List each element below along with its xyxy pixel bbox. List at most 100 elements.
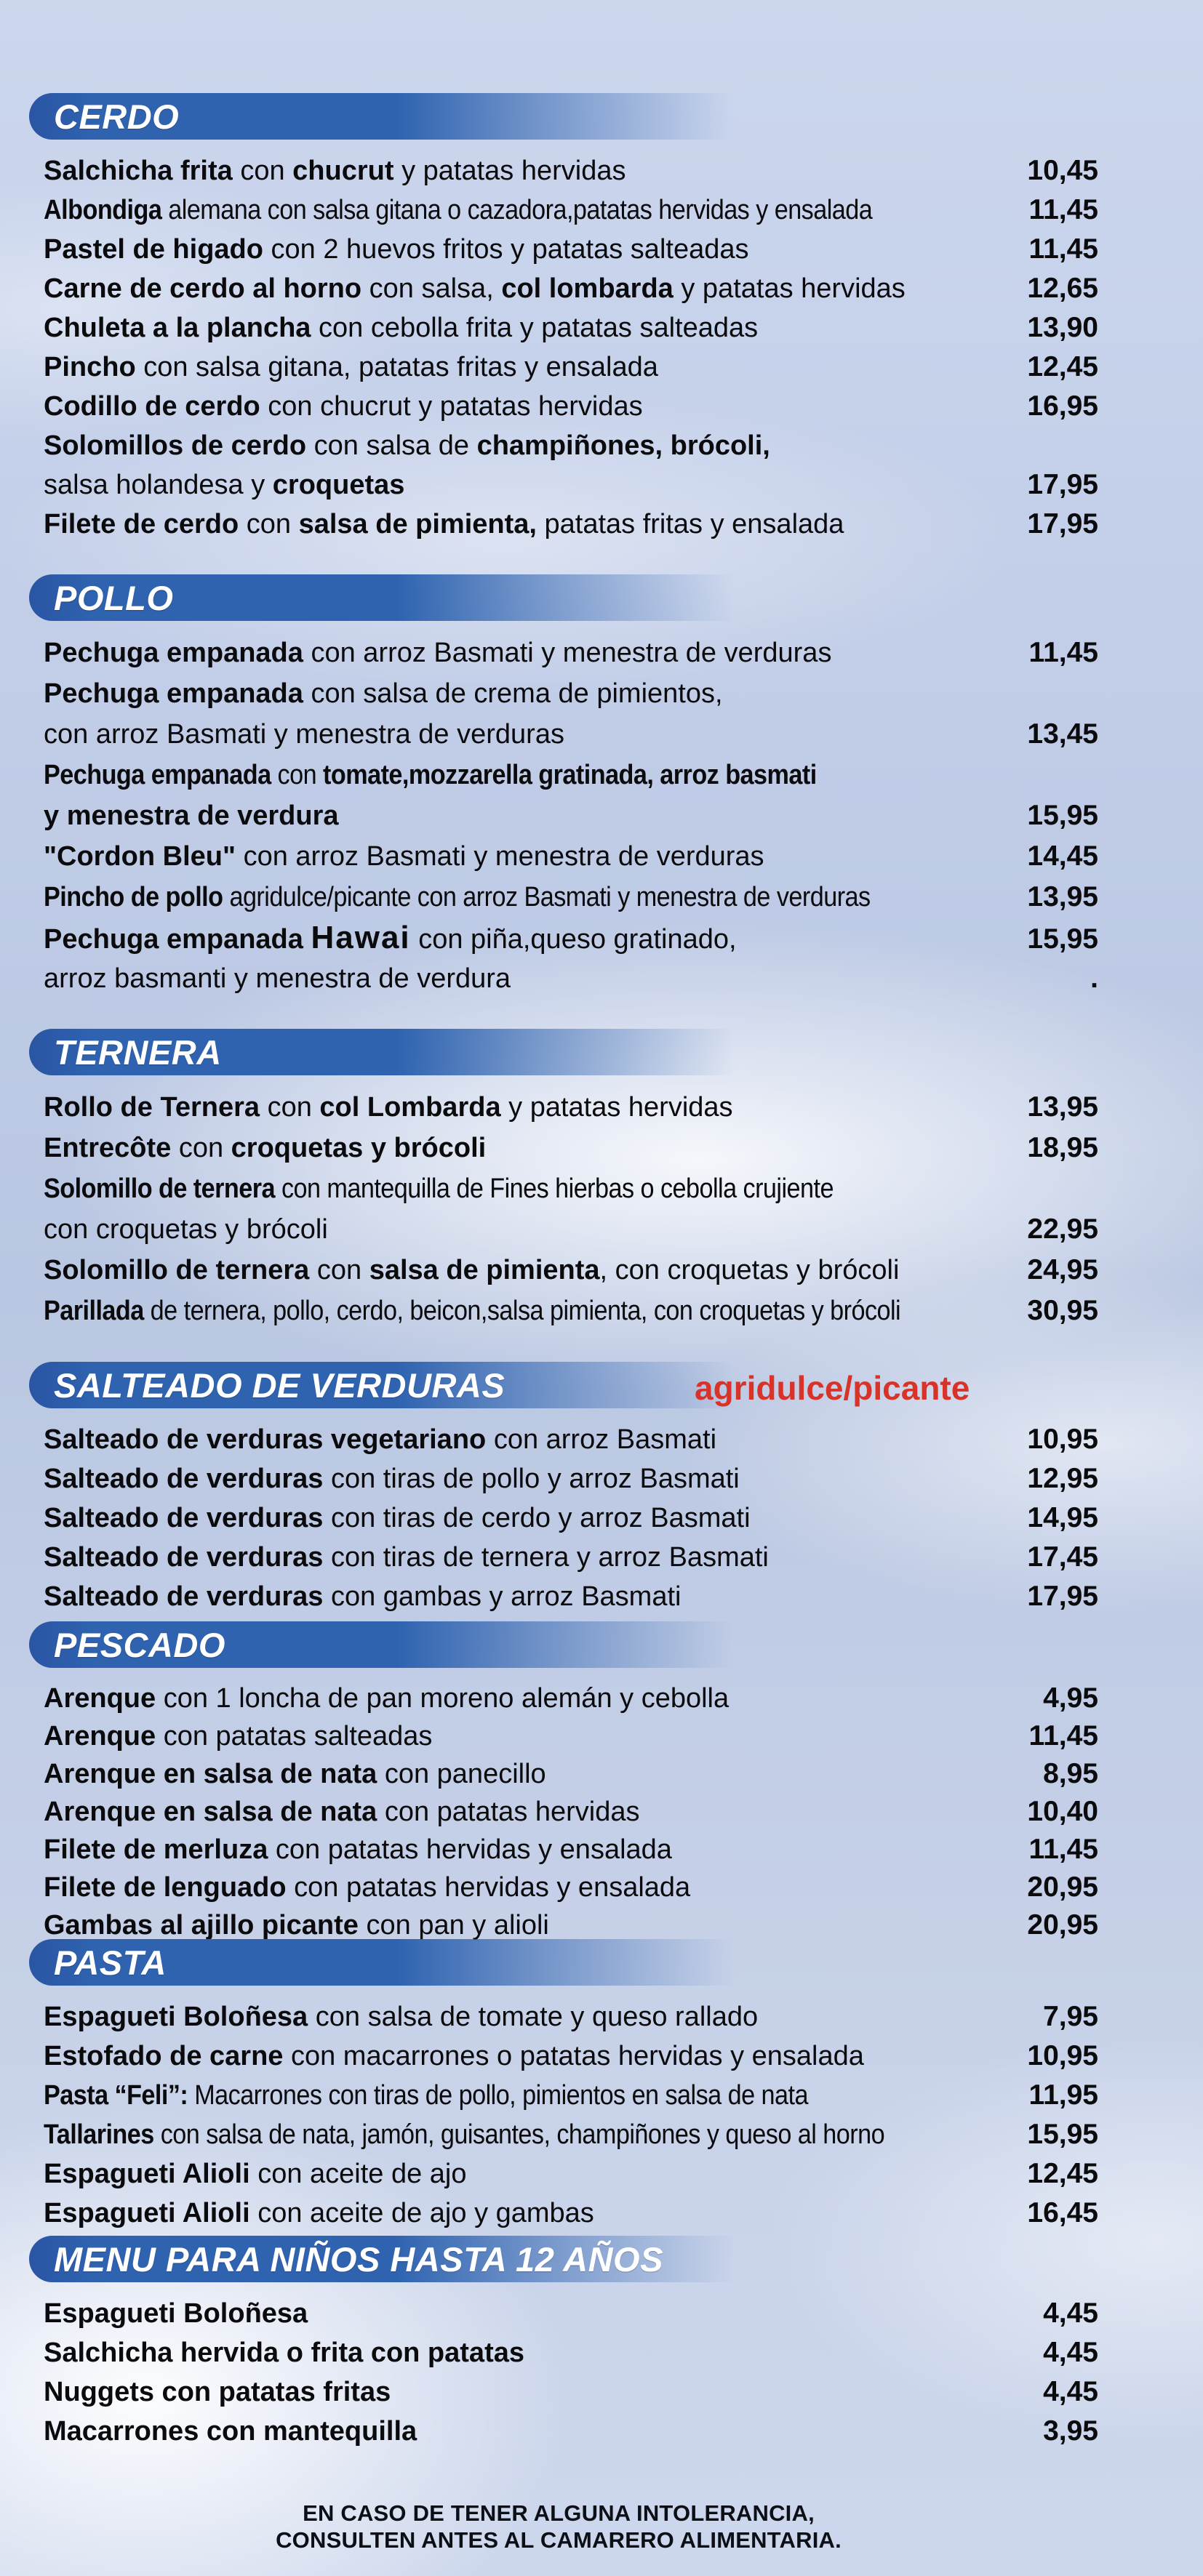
price: 17,95 xyxy=(1027,508,1098,539)
menu-line: Pasta “Feli”: Macarrones con tiras de po… xyxy=(0,2076,1203,2115)
text-segment: con salsa de tomate y queso rallado xyxy=(315,2002,759,2032)
menu-line: Tallarines con salsa de nata, jamón, gui… xyxy=(0,2115,1203,2154)
text-segment: y patatas hervidas xyxy=(401,156,626,186)
dish-text: Pincho con salsa gitana, patatas fritas … xyxy=(44,348,658,387)
price: 7,95 xyxy=(1043,2001,1098,2032)
dish-text: Solomillo de ternera con mantequilla de … xyxy=(44,1168,834,1209)
dish-text: Carne de cerdo al horno con salsa, col l… xyxy=(44,269,906,308)
text-segment: Arenque en salsa de nata xyxy=(44,1797,385,1827)
dish-text: Salteado de verduras vegetariano con arr… xyxy=(44,1420,716,1459)
text-segment: con xyxy=(178,1133,231,1163)
text-segment: Pasta “Feli”: xyxy=(44,2080,195,2111)
text-segment: con mantequilla de Fines hierbas o cebol… xyxy=(281,1173,834,1204)
section-header-salteado: SALTEADO DE VERDURAS agridulce/picante xyxy=(29,1362,970,1408)
text-segment: croquetas xyxy=(272,470,405,500)
price: 12,45 xyxy=(1027,2158,1098,2189)
menu-line: Salteado de verduras con tiras de cerdo … xyxy=(0,1498,1203,1538)
dish-text: Filete de lenguado con patatas hervidas … xyxy=(44,1869,690,1906)
menu-line: Salteado de verduras con tiras de terner… xyxy=(0,1538,1203,1577)
text-segment: Arenque en salsa de nata xyxy=(44,1759,385,1789)
text-segment: "Cordon Bleu" xyxy=(44,841,244,872)
price: 30,95 xyxy=(1027,1295,1098,1326)
section-ternera: TERNERA Rollo de Ternera con col Lombarda… xyxy=(0,1029,1203,1331)
dish-text: Pasta “Feli”: Macarrones con tiras de po… xyxy=(44,2076,808,2115)
text-segment: Macarrones con mantequilla xyxy=(44,2416,417,2447)
price: 16,95 xyxy=(1027,390,1098,422)
dish-text: Pechuga empanada con salsa de crema de p… xyxy=(44,673,723,714)
text-segment: Espagueti Alioli xyxy=(44,2159,258,2189)
price: 13,90 xyxy=(1027,312,1098,343)
dish-text: Pincho de pollo agridulce/picante con ar… xyxy=(44,877,871,918)
menu-line: Pincho de pollo agridulce/picante con ar… xyxy=(0,877,1203,918)
menu-line: Rollo de Ternera con col Lombarda y pata… xyxy=(0,1087,1203,1128)
text-segment: salsa de pimienta, xyxy=(298,509,545,539)
text-segment: con patatas hervidas xyxy=(384,1797,640,1827)
price: 20,95 xyxy=(1027,1871,1098,1903)
text-segment: con arroz Basmati xyxy=(493,1424,717,1455)
dish-text: Nuggets con patatas fritas xyxy=(44,2372,391,2412)
text-segment: y patatas hervidas xyxy=(681,273,906,304)
menu-line: Pechuga empanada con arroz Basmati y men… xyxy=(0,633,1203,673)
price: 14,45 xyxy=(1027,840,1098,872)
text-segment: Tallarines xyxy=(44,2119,161,2150)
price: 8,95 xyxy=(1043,1758,1098,1789)
text-segment: con arroz Basmati y menestra de verduras xyxy=(311,638,832,668)
section-ninos: MENU PARA NIÑOS HASTA 12 AÑOS Espagueti B… xyxy=(0,2236,1203,2451)
text-segment: Estofado de carne xyxy=(44,2041,291,2071)
text-segment: con xyxy=(246,509,299,539)
price: 13,45 xyxy=(1027,718,1098,750)
price: 14,95 xyxy=(1027,1502,1098,1533)
allergy-note-line2: CONSULTEN ANTES AL CAMARERO ALIMENTARIA. xyxy=(276,2527,842,2553)
menu-line: Salteado de verduras con tiras de pollo … xyxy=(0,1459,1203,1498)
text-segment: Filete de lenguado xyxy=(44,1872,295,1903)
price: 10,40 xyxy=(1027,1796,1098,1827)
text-segment: con croquetas y brócoli xyxy=(44,1214,328,1245)
text-segment: Pincho de pollo xyxy=(44,882,230,912)
menu-line: Pechuga empanada con tomate,mozzarella g… xyxy=(0,755,1203,795)
text-segment: con salsa gitana, patatas fritas y ensal… xyxy=(143,352,658,382)
text-segment: Salchicha hervida o frita con patatas xyxy=(44,2338,524,2368)
price: 16,45 xyxy=(1027,2197,1098,2228)
text-segment: , con croquetas y brócoli xyxy=(599,1255,900,1285)
section-title-salteado: SALTEADO DE VERDURAS xyxy=(54,1365,505,1405)
menu-line: Salteado de verduras con gambas y arroz … xyxy=(0,1577,1203,1616)
text-segment: de ternera, pollo, cerdo, beicon,salsa p… xyxy=(150,1296,901,1326)
price: 15,95 xyxy=(1027,2119,1098,2150)
text-segment: con salsa de nata, jamón, guisantes, cha… xyxy=(160,2119,885,2150)
text-segment: con chucrut y patatas hervidas xyxy=(268,391,643,422)
menu-line: y menestra de verdura 15,95 xyxy=(0,795,1203,836)
dish-text: arroz basmanti y menestra de verdura xyxy=(44,958,511,999)
text-segment: Rollo de Ternera xyxy=(44,1092,268,1123)
dish-text: Filete de merluza con patatas hervidas y… xyxy=(44,1831,672,1869)
menu-line: Gambas al ajillo picante con pan y aliol… xyxy=(0,1906,1203,1944)
text-segment: Codillo de cerdo xyxy=(44,391,268,422)
price: 15,95 xyxy=(1027,923,1098,955)
text-segment: salsa de pimienta xyxy=(369,1255,600,1285)
price: 13,95 xyxy=(1027,1091,1098,1123)
text-segment: Pechuga empanada xyxy=(44,678,311,709)
menu-line: Arenque con patatas salteadas 11,45 xyxy=(0,1717,1203,1755)
text-segment: croquetas y brócoli xyxy=(231,1133,487,1163)
text-segment: y menestra de verdura xyxy=(44,801,339,831)
text-segment: Pechuga empanada xyxy=(44,760,278,790)
text-segment: con tiras de pollo y arroz Basmati xyxy=(330,1464,740,1494)
menu-line: Arenque en salsa de nata con panecillo 8,… xyxy=(0,1755,1203,1793)
text-segment: con 2 huevos fritos y patatas salteadas xyxy=(271,234,749,265)
price: 10,45 xyxy=(1027,155,1098,186)
price: 12,45 xyxy=(1027,351,1098,382)
dish-text: Salchicha hervida o frita con patatas xyxy=(44,2333,524,2372)
dish-text: Solomillos de cerdo con salsa de champiñ… xyxy=(44,426,770,465)
text-segment: tomate,mozzarella gratinada, arroz basma… xyxy=(323,760,817,790)
dish-text: Filete de cerdo con salsa de pimienta, p… xyxy=(44,505,844,544)
text-segment: col Lombarda xyxy=(319,1092,509,1123)
menu-line: Salchicha frita con chucrut y patatas he… xyxy=(0,151,1203,190)
text-segment: con panecillo xyxy=(384,1759,546,1789)
section-header-ninos: MENU PARA NIÑOS HASTA 12 AÑOS xyxy=(29,2236,764,2282)
price: 13,95 xyxy=(1027,881,1098,912)
price: 18,95 xyxy=(1027,1132,1098,1163)
price: 17,95 xyxy=(1027,469,1098,500)
allergy-note: EN CASO DE TENER ALGUNA INTOLERANCIA, CO… xyxy=(0,2500,1203,2553)
text-segment: agridulce/picante con arroz Basmati y me… xyxy=(229,882,871,912)
text-segment: Nuggets con patatas fritas xyxy=(44,2377,391,2407)
section-title-cerdo: CERDO xyxy=(54,97,180,136)
